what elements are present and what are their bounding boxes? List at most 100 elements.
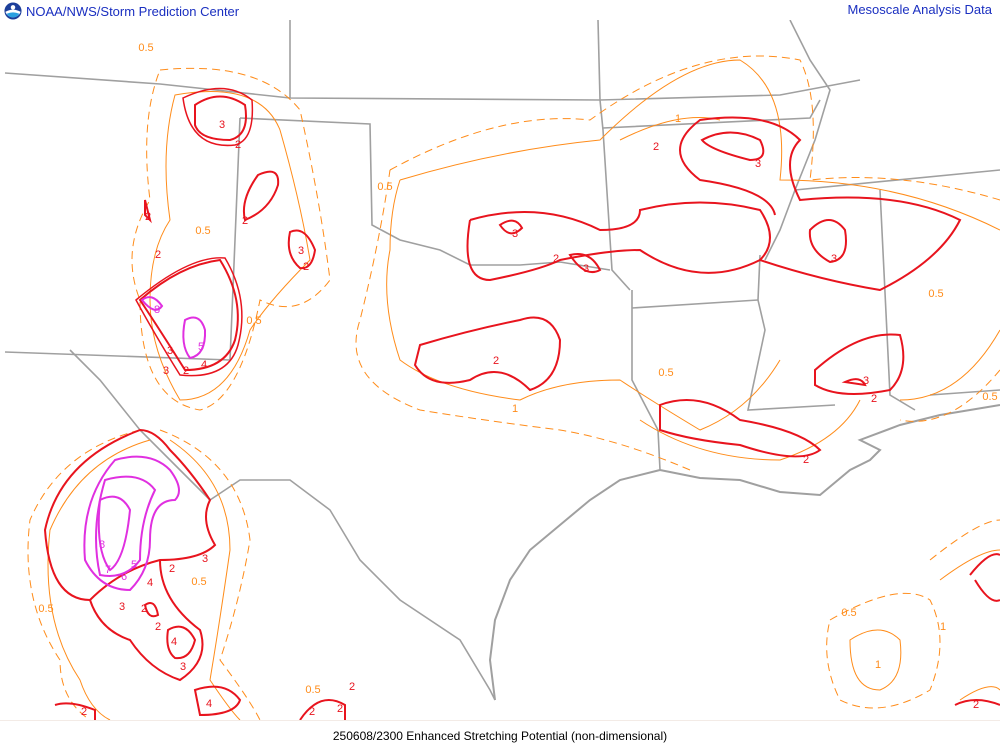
- contour-line: [386, 59, 1000, 431]
- contour-line: [287, 229, 317, 270]
- contour-line: [194, 95, 247, 142]
- contour-label: 3: [512, 228, 518, 240]
- contour-line: [242, 170, 280, 222]
- contour-label: 4: [206, 698, 212, 710]
- border-line: [69, 349, 496, 701]
- contour-label: 3: [298, 245, 304, 257]
- contour-label: 2: [553, 253, 559, 265]
- contour-line: [54, 699, 346, 720]
- contour-label: 0.5: [658, 367, 673, 379]
- contour-line: [83, 455, 180, 592]
- contours-2-4: [43, 87, 1000, 720]
- header-left: NOAA/NWS/Storm Prediction Center: [4, 1, 239, 21]
- contour-label: 2: [337, 703, 343, 715]
- contour-label: 0.5: [841, 607, 856, 619]
- contour-label: 0.5: [38, 603, 53, 615]
- contour-label: 3: [755, 158, 761, 170]
- border-line: [746, 254, 836, 411]
- coastline: [488, 404, 1000, 701]
- contours-0-5: [27, 55, 1000, 720]
- contour-line: [814, 333, 905, 395]
- contour-label: 2: [803, 454, 809, 466]
- contour-line: [413, 316, 562, 392]
- contour-label: 8: [154, 304, 160, 316]
- contour-line: [808, 219, 847, 264]
- contour-line: [166, 625, 197, 660]
- contour-line: [619, 117, 861, 461]
- contour-line: [826, 592, 941, 709]
- border-line: [4, 351, 231, 361]
- contour-line: [47, 439, 241, 720]
- contours-5-plus: [83, 296, 207, 592]
- contour-line: [841, 378, 867, 387]
- analysis-map: 0.53220.5320.585432320.513233320.50.5322…: [4, 20, 1000, 720]
- contour-line: [954, 553, 1000, 706]
- contour-label: 1: [675, 113, 681, 125]
- state-borders: [4, 20, 1000, 701]
- contour-label: 0.5: [928, 288, 943, 300]
- contour-line: [182, 87, 254, 147]
- contour-label: 0.5: [982, 391, 997, 403]
- contour-label: 2: [183, 365, 189, 377]
- border-line: [239, 117, 611, 271]
- border-line: [929, 389, 1000, 396]
- contour-line: [89, 559, 204, 682]
- contour-label: 0.5: [191, 576, 206, 588]
- contour-label: 5: [198, 341, 204, 353]
- contour-line: [135, 257, 243, 377]
- contour-label: 0.5: [305, 684, 320, 696]
- border-line: [602, 99, 821, 129]
- border-line: [764, 20, 831, 261]
- contour-label: 3: [583, 263, 589, 275]
- contour-label: 2: [145, 211, 151, 223]
- contour-labels: 0.53220.5320.585432320.513233320.50.5322…: [38, 42, 997, 718]
- contour-label: 1: [940, 621, 946, 633]
- contour-label: 3: [119, 601, 125, 613]
- contour-label: 3: [163, 365, 169, 377]
- contour-line: [659, 399, 822, 458]
- contour-label: 2: [973, 699, 979, 711]
- contour-label: 3: [831, 253, 837, 265]
- noaa-logo-icon: [4, 2, 22, 20]
- contour-line: [929, 519, 1000, 561]
- contour-label: 2: [349, 681, 355, 693]
- contour-label: 2: [653, 141, 659, 153]
- contour-label: 2: [169, 563, 175, 575]
- border-line: [4, 72, 861, 101]
- contour-label: 3: [219, 119, 225, 131]
- contour-label: 2: [493, 355, 499, 367]
- contour-label: 2: [871, 393, 877, 405]
- border-line: [631, 299, 759, 309]
- header-title: NOAA/NWS/Storm Prediction Center: [26, 3, 240, 19]
- contour-label: 0.5: [138, 42, 153, 54]
- contour-line: [27, 429, 261, 720]
- contour-line: [466, 219, 761, 282]
- map-caption: 250608/2300 Enhanced Stretching Potentia…: [0, 720, 1000, 750]
- contour-label: 7: [105, 564, 111, 576]
- contour-line: [498, 219, 524, 235]
- contour-label: 2: [81, 706, 87, 718]
- contour-label: 0.5: [195, 225, 210, 237]
- contour-label: 4: [201, 359, 207, 371]
- contour-label: 4: [147, 577, 153, 589]
- contour-label: 2: [155, 249, 161, 261]
- contour-label: 2: [303, 261, 309, 273]
- border-line: [879, 189, 916, 411]
- contour-label: 5: [131, 559, 137, 571]
- contour-label: 6: [121, 571, 127, 583]
- contour-label: 0.5: [377, 181, 392, 193]
- border-line: [631, 290, 661, 471]
- contour-label: 2: [309, 706, 315, 718]
- contour-line: [95, 475, 157, 577]
- contour-line: [143, 602, 160, 618]
- contour-label: 3: [202, 553, 208, 565]
- contour-label: 2: [141, 603, 147, 615]
- contour-line: [140, 296, 164, 311]
- contour-label: 3: [167, 345, 173, 357]
- contour-line: [97, 495, 132, 572]
- contour-line: [568, 253, 602, 274]
- contour-line: [144, 199, 152, 224]
- contour-line: [193, 685, 242, 717]
- contour-line: [939, 549, 1000, 701]
